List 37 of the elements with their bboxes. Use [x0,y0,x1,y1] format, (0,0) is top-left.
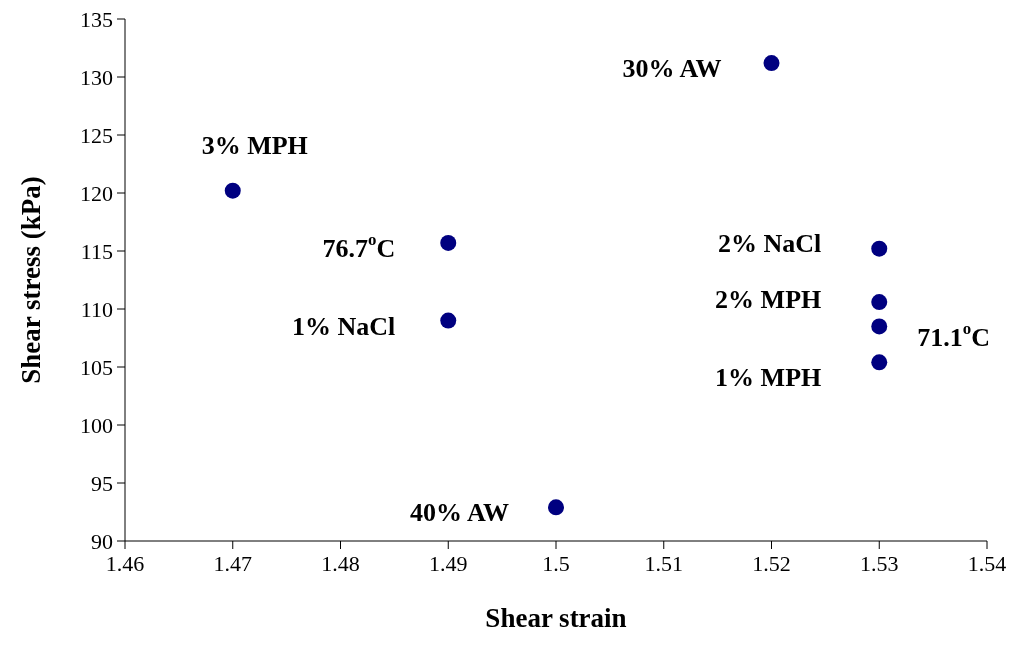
annotation: 1% NaCl [291,311,396,341]
y-tick-label: 95 [91,470,113,496]
annotation: 76.7$^{o}$C [322,230,396,263]
x-axis-title: Shear strain [485,603,627,633]
x-tick-label: 1.48 [321,550,360,576]
y-tick-label: 120 [80,180,113,206]
point [440,312,457,329]
y-tick-label: 115 [80,238,113,264]
x-tick-label: 1.49 [429,550,468,576]
y-tick-label: 100 [80,412,113,438]
point [548,499,564,516]
y-axis-title: Shear stress (kPa) [15,176,46,384]
x-tick-label: 1.5 [542,550,570,576]
y-tick-label: 130 [80,64,113,90]
annotation: 1% MPH [715,363,822,393]
point [871,294,888,311]
x-tick-label: 1.54 [967,550,1007,576]
y-tick-label: 125 [80,122,113,148]
annotation: 2% MPH [715,285,822,315]
x-tick-label: 1.52 [752,550,791,576]
x-tick-label: 1.47 [213,550,252,576]
annotation: 40% AW [410,498,509,528]
x-tick-label: 1.53 [860,550,899,576]
annotation: 71.1$^{o}$C [917,319,990,353]
point [871,240,888,257]
annotation: 3% MPH [201,130,308,160]
y-tick-label: 110 [80,296,113,322]
x-tick-label: 1.51 [644,550,683,576]
point [224,182,241,199]
point [763,55,780,72]
annotation: 30% AW [622,54,722,84]
point [871,318,888,335]
annotation: 2% NaCl [717,228,822,258]
point [440,234,457,251]
point [871,354,888,371]
y-tick-label: 105 [80,354,113,380]
y-tick-label: 135 [80,6,113,32]
